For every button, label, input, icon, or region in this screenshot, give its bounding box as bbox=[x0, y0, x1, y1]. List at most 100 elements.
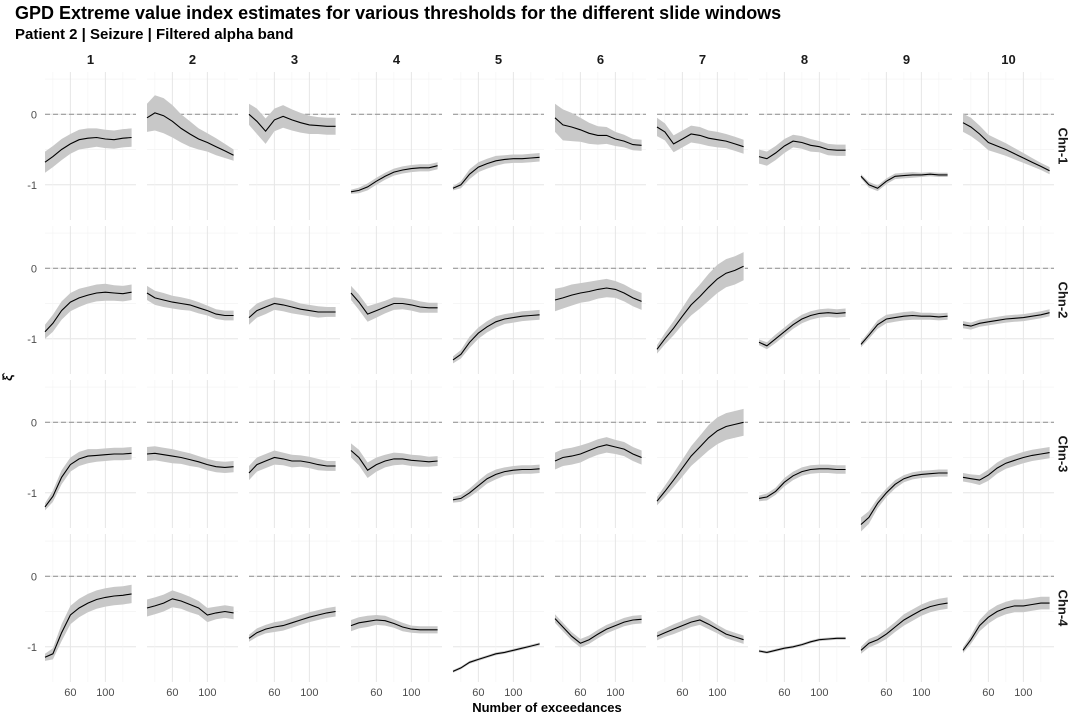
confidence-ribbon bbox=[453, 309, 540, 364]
estimate-line bbox=[758, 140, 846, 160]
estimate-line bbox=[350, 292, 438, 315]
estimate-line bbox=[860, 602, 948, 651]
x-tick-label: 60 bbox=[676, 687, 688, 699]
estimate-line bbox=[452, 468, 540, 501]
estimate-line bbox=[554, 618, 642, 644]
estimate-line bbox=[146, 292, 234, 317]
estimate-line bbox=[656, 421, 744, 502]
row-strip-label: Chn-2 bbox=[1056, 282, 1071, 319]
confidence-ribbon bbox=[249, 103, 336, 144]
confidence-ribbon bbox=[453, 464, 540, 503]
confidence-ribbon bbox=[555, 278, 642, 312]
row-strip-label: Chn-1 bbox=[1056, 128, 1071, 165]
y-tick-label: -1 bbox=[27, 334, 37, 346]
confidence-ribbon bbox=[453, 642, 540, 673]
confidence-ribbon bbox=[759, 134, 846, 166]
confidence-ribbon bbox=[963, 596, 1050, 654]
estimate-line bbox=[248, 113, 336, 133]
x-tick-label: 60 bbox=[268, 687, 280, 699]
estimate-line bbox=[452, 643, 540, 672]
x-tick-label: 60 bbox=[166, 687, 178, 699]
estimate-line bbox=[44, 593, 132, 658]
estimate-line bbox=[248, 610, 336, 639]
estimate-line bbox=[44, 291, 132, 333]
estimate-line bbox=[146, 452, 234, 468]
x-tick-label: 60 bbox=[370, 687, 382, 699]
estimate-line bbox=[554, 287, 642, 302]
confidence-ribbon bbox=[249, 297, 336, 325]
estimate-line bbox=[758, 468, 846, 499]
confidence-ribbon bbox=[555, 614, 642, 648]
column-strip-label: 2 bbox=[189, 52, 196, 67]
estimate-line bbox=[656, 619, 744, 641]
estimate-line bbox=[248, 302, 336, 319]
confidence-ribbon bbox=[759, 308, 846, 350]
confidence-ribbon bbox=[861, 172, 948, 192]
confidence-ribbon bbox=[147, 285, 234, 321]
y-tick-label: -1 bbox=[27, 642, 37, 654]
column-strip-label: 4 bbox=[393, 52, 401, 67]
confidence-ribbon bbox=[249, 606, 336, 642]
y-tick-label: 0 bbox=[31, 109, 37, 121]
confidence-ribbon bbox=[45, 128, 132, 173]
confidence-ribbon bbox=[963, 113, 1050, 175]
y-tick-label: -1 bbox=[27, 488, 37, 500]
column-strip-label: 6 bbox=[597, 52, 604, 67]
x-tick-label: 60 bbox=[880, 687, 892, 699]
confidence-ribbon bbox=[657, 615, 744, 644]
estimate-line bbox=[146, 598, 234, 616]
estimate-line bbox=[146, 112, 234, 156]
estimate-line bbox=[350, 165, 438, 193]
estimate-line bbox=[860, 314, 948, 345]
chart-subtitle: Patient 2 | Seizure | Filtered alpha ban… bbox=[15, 26, 294, 43]
x-tick-label: 100 bbox=[504, 687, 522, 699]
x-tick-label: 100 bbox=[96, 687, 114, 699]
confidence-ribbon bbox=[861, 469, 948, 532]
y-axis-label: ξ̂ bbox=[0, 372, 15, 381]
confidence-ribbon bbox=[45, 283, 132, 339]
estimate-line bbox=[554, 117, 642, 146]
estimate-line bbox=[962, 602, 1050, 651]
row-strip-label: Chn-3 bbox=[1056, 436, 1071, 473]
estimate-line bbox=[44, 136, 132, 163]
estimate-line bbox=[350, 450, 438, 471]
chart-title: GPD Extreme value index estimates for va… bbox=[15, 3, 782, 23]
column-strip-label: 3 bbox=[291, 52, 298, 67]
y-tick-label: 0 bbox=[31, 417, 37, 429]
x-tick-label: 100 bbox=[198, 687, 216, 699]
x-tick-label: 60 bbox=[982, 687, 994, 699]
estimate-line bbox=[860, 472, 948, 525]
estimate-line bbox=[452, 314, 540, 361]
x-tick-label: 100 bbox=[810, 687, 828, 699]
confidence-ribbon bbox=[351, 443, 438, 478]
x-tick-label: 100 bbox=[708, 687, 726, 699]
estimate-line bbox=[554, 444, 642, 462]
x-tick-label: 100 bbox=[1014, 687, 1032, 699]
estimate-line bbox=[248, 456, 336, 474]
column-strip-label: 8 bbox=[801, 52, 808, 67]
estimate-line bbox=[962, 122, 1050, 172]
estimate-line bbox=[962, 452, 1050, 481]
confidence-ribbon bbox=[351, 162, 438, 194]
confidence-ribbon bbox=[861, 311, 948, 348]
y-tick-label: -1 bbox=[27, 180, 37, 192]
x-tick-label: 60 bbox=[64, 687, 76, 699]
x-tick-label: 100 bbox=[912, 687, 930, 699]
confidence-ribbon bbox=[759, 464, 846, 502]
x-tick-label: 100 bbox=[402, 687, 420, 699]
x-tick-label: 60 bbox=[472, 687, 484, 699]
confidence-ribbon bbox=[45, 584, 132, 661]
column-strip-label: 10 bbox=[1001, 52, 1015, 67]
column-strip-label: 7 bbox=[699, 52, 706, 67]
estimate-line bbox=[758, 312, 846, 347]
y-tick-label: 0 bbox=[31, 263, 37, 275]
x-tick-label: 60 bbox=[574, 687, 586, 699]
estimate-line bbox=[350, 619, 438, 631]
estimate-line bbox=[44, 452, 132, 508]
column-strip-label: 5 bbox=[495, 52, 502, 67]
row-strip-label: Chn-4 bbox=[1056, 590, 1071, 628]
confidence-ribbon bbox=[45, 447, 132, 511]
estimate-line bbox=[452, 156, 540, 189]
confidence-ribbon bbox=[147, 95, 234, 161]
